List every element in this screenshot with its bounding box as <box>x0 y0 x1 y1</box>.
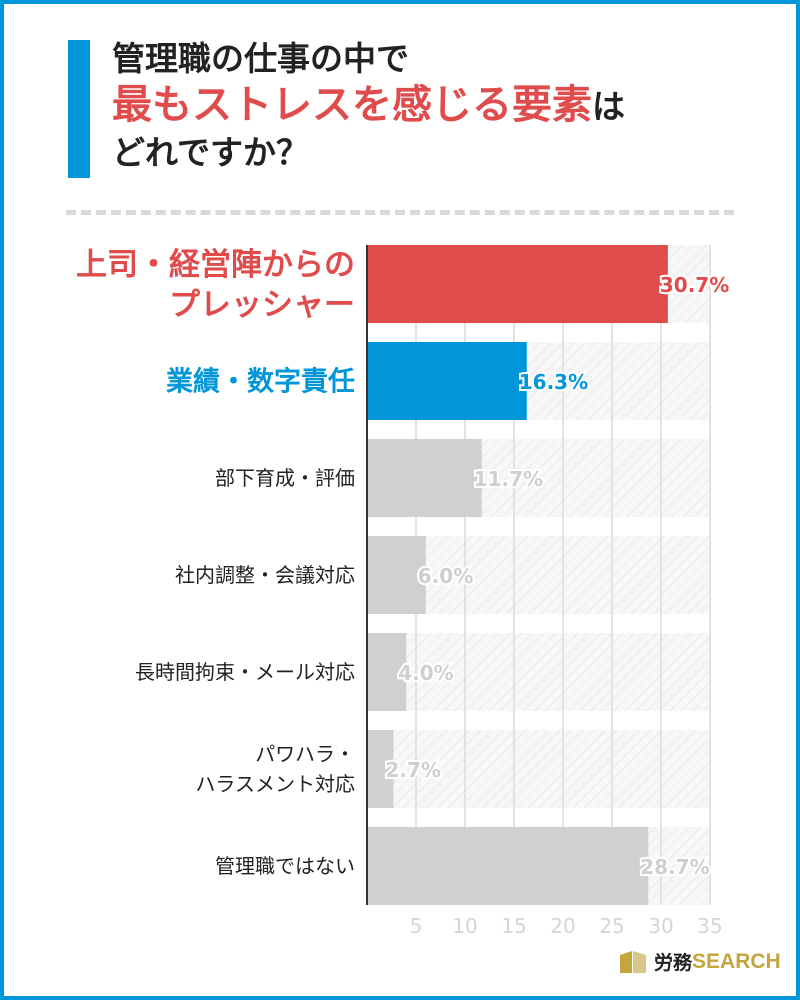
x-tick-label: 15 <box>501 914 526 938</box>
category-label: ハラスメント対応 <box>195 772 355 796</box>
title-line3: どれですか？ <box>112 133 310 172</box>
title-line2: 最もストレスを感じる要素は <box>112 82 625 130</box>
chart-title: 管理職の仕事の中で 最もストレスを感じる要素は どれですか？ <box>112 36 625 176</box>
data-label: 11.7% <box>474 467 543 491</box>
title-highlight: 最もストレスを感じる要素 <box>112 82 592 128</box>
category-label: パワハラ・ <box>255 742 355 766</box>
x-tick-label: 5 <box>410 914 423 938</box>
category-label: 業績・数字責任 <box>166 366 355 398</box>
bar <box>367 827 649 905</box>
data-label: 16.3% <box>519 370 588 394</box>
logo-en: SEARCH <box>692 949 781 973</box>
x-tick-label: 35 <box>697 914 722 938</box>
bar <box>367 342 527 420</box>
bar <box>367 633 407 711</box>
bar-background <box>367 730 710 808</box>
data-label: 6.0% <box>418 564 473 588</box>
logo-book-icon <box>620 950 646 973</box>
logo: 労務 SEARCH <box>620 948 781 975</box>
bar <box>367 536 426 614</box>
bar <box>367 245 668 323</box>
data-label: 28.7% <box>640 855 709 879</box>
category-label: 長時間拘束・メール対応 <box>135 660 355 684</box>
bar <box>367 439 482 517</box>
category-label: 管理職ではない <box>215 854 355 878</box>
category-label: 部下育成・評価 <box>215 466 355 490</box>
dashed-divider <box>66 210 734 215</box>
logo-ja: 労務 <box>654 952 693 974</box>
data-label: 30.7% <box>660 273 729 297</box>
data-label: 2.7% <box>385 758 440 782</box>
x-tick-label: 30 <box>648 914 673 938</box>
title-accent-bar <box>68 40 90 178</box>
data-label: 4.0% <box>398 661 453 685</box>
title-tail: は <box>592 87 625 126</box>
category-label: プレッシャー <box>169 287 355 323</box>
category-label: 上司・経営陣からの <box>76 247 355 283</box>
x-tick-label: 25 <box>599 914 624 938</box>
x-tick-label: 10 <box>452 914 477 938</box>
bar-background <box>367 633 710 711</box>
x-tick-label: 20 <box>550 914 575 938</box>
bar <box>367 730 394 808</box>
category-label: 社内調整・会議対応 <box>175 563 355 587</box>
title-line1: 管理職の仕事の中で <box>112 39 409 78</box>
